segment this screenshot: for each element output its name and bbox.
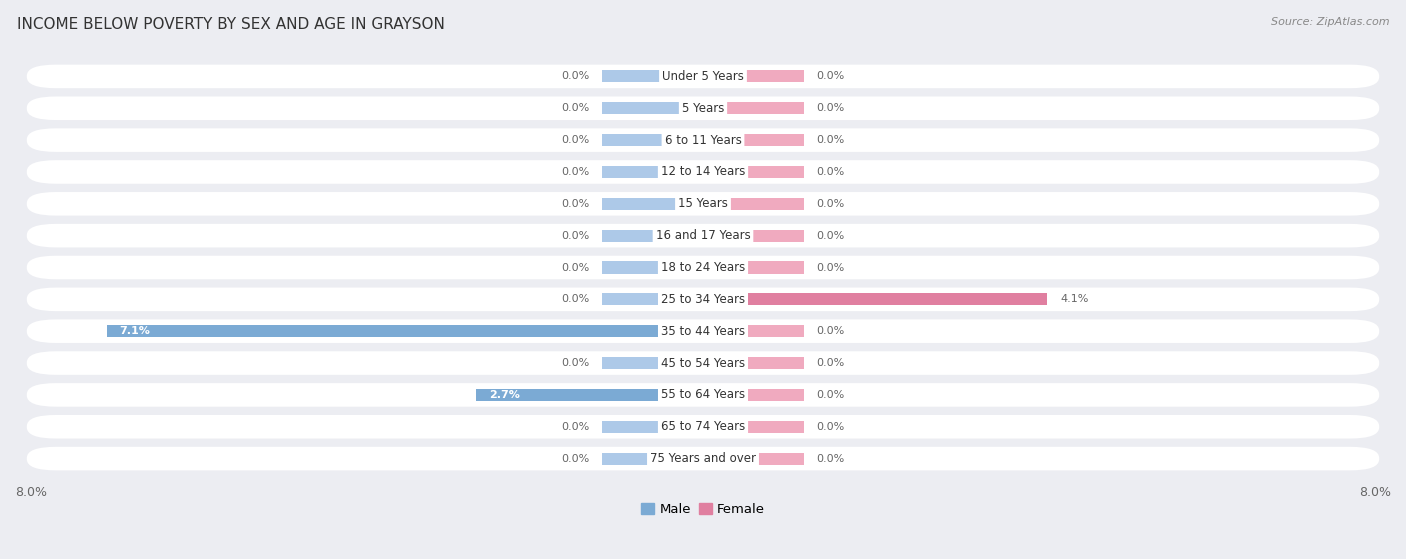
Text: 0.0%: 0.0% <box>817 326 845 336</box>
Text: 55 to 64 Years: 55 to 64 Years <box>661 389 745 401</box>
Text: 0.0%: 0.0% <box>561 135 589 145</box>
Bar <box>703 389 804 401</box>
Text: 18 to 24 Years: 18 to 24 Years <box>661 261 745 274</box>
Bar <box>602 166 703 178</box>
Text: 0.0%: 0.0% <box>817 421 845 432</box>
Text: 0.0%: 0.0% <box>817 103 845 113</box>
Legend: Male, Female: Male, Female <box>636 498 770 521</box>
Text: 0.0%: 0.0% <box>561 199 589 209</box>
Text: 0.0%: 0.0% <box>817 263 845 272</box>
Text: 0.0%: 0.0% <box>817 135 845 145</box>
Bar <box>602 453 703 465</box>
Text: 2.7%: 2.7% <box>489 390 520 400</box>
FancyBboxPatch shape <box>27 65 1379 88</box>
Bar <box>602 70 703 83</box>
FancyBboxPatch shape <box>27 255 1379 280</box>
Bar <box>602 230 703 241</box>
Text: 0.0%: 0.0% <box>561 231 589 241</box>
FancyBboxPatch shape <box>27 383 1379 407</box>
FancyBboxPatch shape <box>27 129 1379 152</box>
FancyBboxPatch shape <box>27 447 1379 470</box>
FancyBboxPatch shape <box>27 351 1379 375</box>
Bar <box>602 198 703 210</box>
Text: 5 Years: 5 Years <box>682 102 724 115</box>
Bar <box>703 421 804 433</box>
FancyBboxPatch shape <box>27 319 1379 343</box>
Text: 15 Years: 15 Years <box>678 197 728 210</box>
Text: Under 5 Years: Under 5 Years <box>662 70 744 83</box>
Text: 7.1%: 7.1% <box>120 326 150 336</box>
FancyBboxPatch shape <box>27 415 1379 438</box>
Bar <box>703 262 804 273</box>
Bar <box>602 262 703 273</box>
Text: 0.0%: 0.0% <box>561 358 589 368</box>
Bar <box>477 389 703 401</box>
Text: 0.0%: 0.0% <box>817 453 845 463</box>
Bar <box>703 102 804 115</box>
Text: INCOME BELOW POVERTY BY SEX AND AGE IN GRAYSON: INCOME BELOW POVERTY BY SEX AND AGE IN G… <box>17 17 444 32</box>
Bar <box>703 134 804 146</box>
Bar <box>703 357 804 369</box>
Bar <box>602 357 703 369</box>
FancyBboxPatch shape <box>27 97 1379 120</box>
Text: 0.0%: 0.0% <box>561 167 589 177</box>
Text: 65 to 74 Years: 65 to 74 Years <box>661 420 745 433</box>
Text: 45 to 54 Years: 45 to 54 Years <box>661 357 745 369</box>
Text: 0.0%: 0.0% <box>817 199 845 209</box>
FancyBboxPatch shape <box>27 192 1379 216</box>
Text: 0.0%: 0.0% <box>561 421 589 432</box>
Text: 25 to 34 Years: 25 to 34 Years <box>661 293 745 306</box>
Bar <box>602 293 703 305</box>
FancyBboxPatch shape <box>27 224 1379 248</box>
FancyBboxPatch shape <box>27 287 1379 311</box>
Text: 0.0%: 0.0% <box>561 295 589 304</box>
Bar <box>602 134 703 146</box>
Bar <box>703 166 804 178</box>
Bar <box>703 70 804 83</box>
Bar <box>703 325 804 337</box>
Text: 0.0%: 0.0% <box>817 390 845 400</box>
Text: 0.0%: 0.0% <box>561 453 589 463</box>
Text: 0.0%: 0.0% <box>561 103 589 113</box>
Bar <box>703 293 1047 305</box>
Bar <box>703 198 804 210</box>
Bar <box>107 325 703 337</box>
Text: 0.0%: 0.0% <box>817 72 845 82</box>
Bar <box>703 453 804 465</box>
Text: 12 to 14 Years: 12 to 14 Years <box>661 165 745 178</box>
FancyBboxPatch shape <box>27 160 1379 184</box>
Bar <box>602 421 703 433</box>
Text: 0.0%: 0.0% <box>817 231 845 241</box>
Text: 6 to 11 Years: 6 to 11 Years <box>665 134 741 146</box>
Bar <box>703 230 804 241</box>
Text: 75 Years and over: 75 Years and over <box>650 452 756 465</box>
Text: 0.0%: 0.0% <box>817 358 845 368</box>
Text: Source: ZipAtlas.com: Source: ZipAtlas.com <box>1271 17 1389 27</box>
Text: 16 and 17 Years: 16 and 17 Years <box>655 229 751 242</box>
Text: 0.0%: 0.0% <box>561 72 589 82</box>
Bar <box>602 102 703 115</box>
Text: 0.0%: 0.0% <box>561 263 589 272</box>
Text: 4.1%: 4.1% <box>1060 295 1088 304</box>
Text: 35 to 44 Years: 35 to 44 Years <box>661 325 745 338</box>
Text: 0.0%: 0.0% <box>817 167 845 177</box>
